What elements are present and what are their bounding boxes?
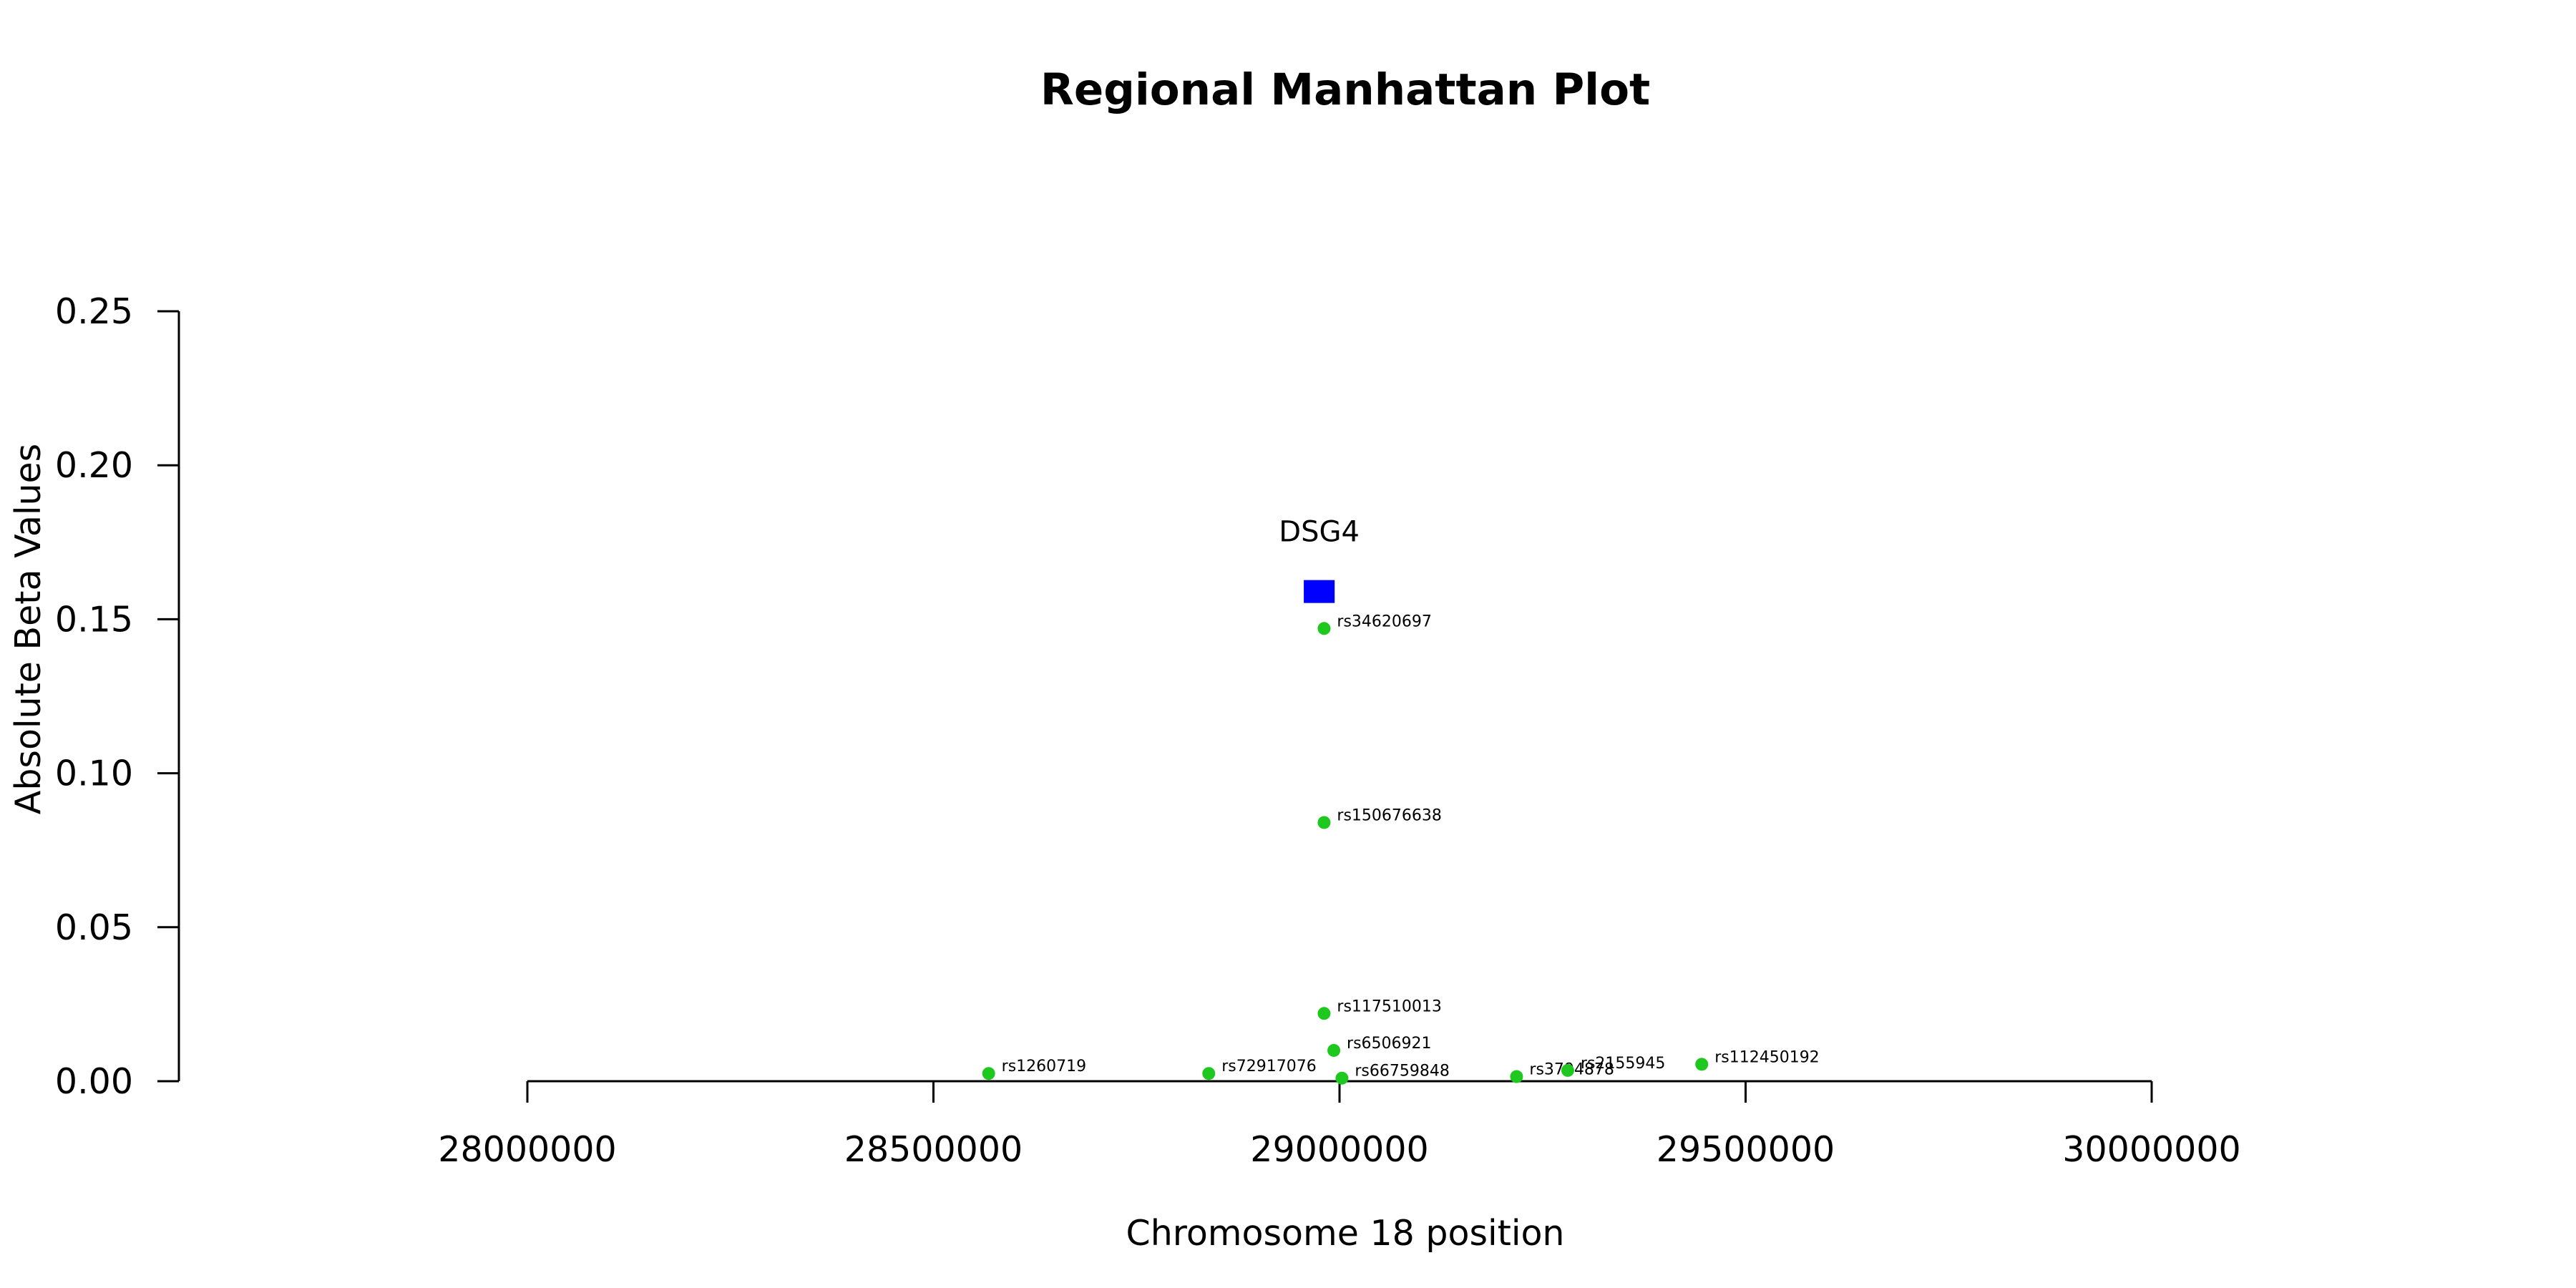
snp-label: rs72917076 — [1221, 1058, 1316, 1075]
snp-point — [1202, 1067, 1216, 1080]
chart-title: Regional Manhattan Plot — [1040, 64, 1650, 115]
x-tick-label: 28500000 — [844, 1129, 1023, 1170]
x-tick-label: 29000000 — [1250, 1129, 1428, 1170]
y-tick-label: 0.25 — [55, 291, 133, 332]
gene-track: DSG4 — [1279, 516, 1360, 603]
x-tick-label: 28000000 — [438, 1129, 616, 1170]
snp-point — [1317, 816, 1331, 829]
snp-point — [1695, 1058, 1709, 1071]
x-axis: 28000000 28500000 29000000 29500000 30000000 — [438, 1080, 2241, 1170]
x-axis-label: Chromosome 18 position — [1126, 1213, 1564, 1254]
snp-label: rs150676638 — [1337, 806, 1441, 824]
snp-point — [1317, 622, 1331, 635]
y-tick-label: 0.00 — [55, 1061, 133, 1102]
y-tick-label: 0.15 — [55, 599, 133, 640]
snp-label: rs117510013 — [1337, 997, 1441, 1015]
y-axis: 0.00 0.05 0.10 0.15 0.20 0.25 — [55, 291, 180, 1102]
y-tick-label: 0.20 — [55, 445, 133, 486]
snp-point — [1561, 1063, 1574, 1077]
snp-label: rs66759848 — [1355, 1063, 1449, 1080]
x-tick-label: 30000000 — [2062, 1129, 2240, 1170]
y-axis-label: Absolute Beta Values — [8, 444, 49, 814]
snp-label: rs6506921 — [1347, 1035, 1432, 1053]
snp-points: rs34620697 rs150676638 rs117510013 rs650692… — [982, 613, 1820, 1085]
snp-point — [1327, 1043, 1341, 1057]
gene-label: DSG4 — [1279, 516, 1360, 549]
snp-point — [1510, 1070, 1523, 1083]
snp-label: rs2155945 — [1581, 1055, 1666, 1073]
y-tick-label: 0.05 — [55, 907, 133, 948]
snp-label: rs112450192 — [1714, 1048, 1819, 1066]
gene-box — [1304, 580, 1335, 603]
snp-point — [1335, 1071, 1349, 1085]
snp-point — [1317, 1007, 1331, 1020]
y-tick-label: 0.10 — [55, 753, 133, 794]
x-tick-label: 29500000 — [1657, 1129, 1835, 1170]
snp-point — [982, 1067, 995, 1080]
snp-label: rs1260719 — [1002, 1058, 1087, 1075]
snp-label: rs34620697 — [1337, 613, 1431, 630]
